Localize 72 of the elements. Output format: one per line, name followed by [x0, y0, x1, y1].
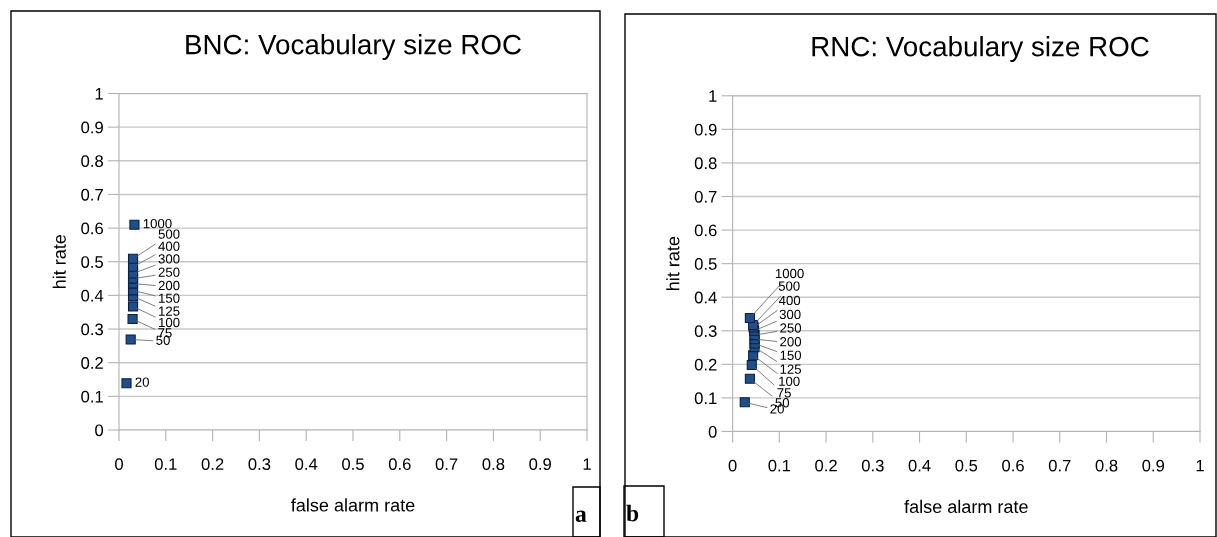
y-tick-label: 0.7 [81, 188, 103, 201]
x-tick-label: 0.7 [435, 458, 458, 471]
y-tick-label: 0.3 [81, 323, 103, 336]
x-tick-label: 0.8 [1095, 459, 1118, 472]
x-tick-label: 0.3 [861, 459, 884, 472]
annotation: 400 [778, 295, 801, 306]
y-tick-label: 0.9 [81, 121, 103, 134]
x-tick-label: 0.7 [1048, 459, 1071, 472]
x-tick-label: 0.8 [482, 458, 505, 471]
x-tick-label: 0.6 [388, 458, 411, 471]
annotation: 200 [780, 337, 802, 347]
x-tick-label: 0.2 [815, 459, 837, 472]
x-tick-label: 0.9 [529, 458, 551, 471]
y-tick-label: 0.8 [694, 157, 717, 170]
annotation: 1000 [143, 218, 172, 229]
annotation: 250 [780, 323, 802, 333]
text: b [626, 504, 639, 522]
y-tick-label: 0.1 [81, 390, 103, 403]
annotation: 150 [780, 350, 802, 360]
y-tick-label: 0.3 [694, 325, 717, 337]
y-tick-label: 0.9 [694, 123, 717, 136]
y-tick-label: 0.7 [694, 190, 717, 203]
y-tick-label: 1 [709, 90, 717, 102]
y-tick-label: 0.5 [81, 256, 104, 268]
x-axis-title: false alarm rate [291, 498, 415, 512]
y-tick-label: 0.6 [81, 222, 103, 235]
chart-title: RNC: Vocabulary size ROC [812, 36, 1149, 62]
annotation: 125 [780, 364, 802, 374]
y-tick-label: 0.8 [81, 155, 103, 167]
y-axis-title: hit rate [52, 234, 66, 289]
y-tick-label: 0.4 [81, 289, 104, 302]
x-tick-label: 0 [115, 458, 123, 471]
y-tick-label: 0.5 [694, 258, 717, 270]
x-axis-title: false alarm rate [904, 499, 1028, 514]
x-tick-label: 0.4 [908, 459, 931, 472]
annotation: 125 [159, 306, 180, 316]
y-tick-label: 1 [95, 88, 103, 100]
y-tick-label: 0 [95, 424, 104, 437]
annotation: 500 [158, 229, 180, 239]
x-tick-label: 0.1 [768, 459, 791, 472]
annotation: 100 [159, 317, 180, 328]
x-tick-label: 0.9 [1142, 459, 1165, 472]
text: a [575, 510, 587, 522]
x-tick-label: 1 [583, 458, 591, 470]
annotation: 500 [778, 281, 800, 291]
y-tick-label: 0.2 [694, 358, 717, 371]
annotation: 150 [159, 293, 180, 303]
annotation: 300 [158, 254, 180, 264]
x-tick-label: 0 [728, 459, 737, 472]
annotation: 200 [158, 280, 180, 291]
y-tick-label: 0.1 [694, 392, 717, 405]
y-tick-label: 0.4 [694, 291, 717, 304]
y-tick-label: 0.6 [694, 224, 717, 237]
annotation: 1000 [775, 268, 804, 279]
x-tick-label: 0.6 [1002, 459, 1024, 472]
x-tick-label: 0.5 [955, 459, 978, 472]
chart-title: BNC: Vocabulary size ROC [186, 34, 521, 60]
annotation: 400 [158, 241, 180, 251]
x-tick-label: 0.1 [154, 458, 177, 471]
y-tick-label: 0.2 [81, 357, 103, 369]
x-tick-label: 0.3 [248, 458, 271, 471]
x-tick-label: 1 [1196, 459, 1204, 472]
y-tick-label: 0 [708, 425, 717, 438]
y-axis-title: hit rate [666, 236, 680, 290]
annotation: 300 [779, 309, 801, 320]
x-tick-label: 0.2 [201, 458, 224, 471]
x-tick-label: 0.4 [295, 458, 318, 471]
annotation: 250 [158, 267, 180, 277]
annotation: 100 [779, 376, 800, 386]
annotation: 75 [777, 388, 791, 398]
annotation: 20 [135, 377, 149, 387]
x-tick-label: 0.5 [342, 458, 364, 471]
